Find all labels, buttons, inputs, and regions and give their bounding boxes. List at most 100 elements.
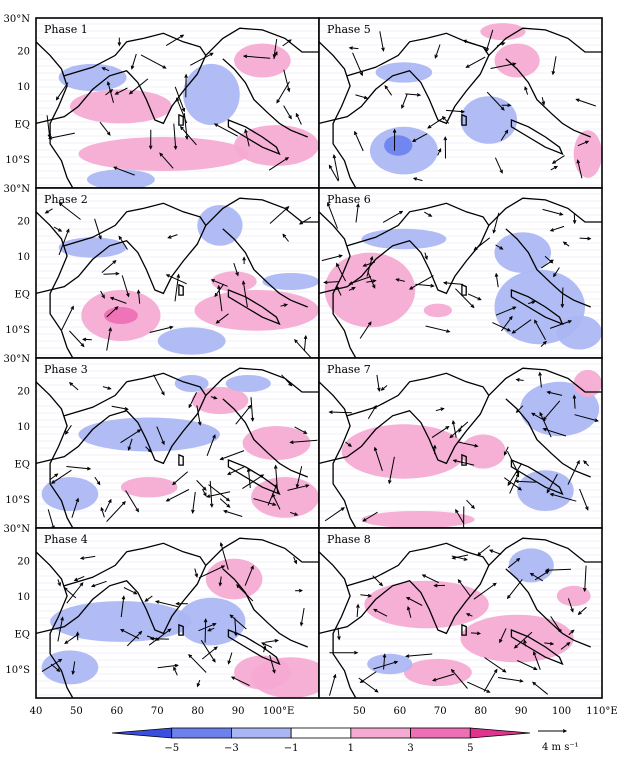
coastline [461, 113, 467, 126]
colorbar-tick-label: −3 [224, 743, 239, 754]
panel-frame [318, 527, 603, 699]
coastline [36, 542, 207, 635]
anomaly-contour [556, 585, 591, 607]
coastline [510, 629, 564, 666]
y-tick-label: 30°N [4, 184, 31, 195]
coastline [488, 537, 602, 648]
y-tick-label: 30°N [4, 14, 31, 25]
x-tick-label: 80 [474, 706, 487, 717]
anomaly-contour [211, 271, 257, 292]
anomaly-contour [41, 650, 99, 685]
anomaly-contour [234, 125, 319, 166]
coastline [488, 27, 602, 138]
wind-vectors [41, 541, 305, 688]
anomaly-contour [494, 43, 540, 78]
phase-panel-1: Phase 1 [35, 17, 320, 189]
anomaly-contour [556, 315, 602, 350]
y-tick-label: 10°S [5, 665, 30, 676]
anomaly-contour [573, 130, 602, 178]
colorbar: −5 −3 −1 1 3 5 [111, 727, 531, 754]
anomaly-contour [183, 63, 240, 126]
wind-vectors [321, 202, 592, 347]
y-tick-label: EQ [15, 459, 31, 470]
anomaly-contour [234, 43, 291, 78]
anomaly-contour [361, 511, 475, 528]
y-tick-label: 10 [17, 592, 30, 603]
coastline [178, 283, 184, 296]
x-tick-label: 100 [552, 706, 571, 717]
coastline [227, 119, 281, 156]
panel-title: Phase 5 [327, 23, 371, 36]
y-tick-label: 10 [17, 252, 30, 263]
anomaly-contour [517, 470, 574, 511]
anomaly-contour [86, 169, 155, 188]
anomaly-contour [58, 63, 127, 92]
colorbar-tick-label: −1 [284, 743, 299, 754]
anomaly-contour [174, 375, 209, 392]
x-tick-label: 50 [70, 706, 83, 717]
coastline [36, 372, 207, 465]
reference-vector-label: 4 m s⁻¹ [542, 742, 579, 753]
coastline [319, 202, 490, 295]
panel-title: Phase 8 [327, 533, 371, 546]
wind-vectors [47, 374, 318, 528]
y-tick-label: 20 [17, 216, 30, 227]
coastline [319, 542, 490, 635]
anomaly-contour [361, 228, 447, 250]
x-tick-label: 110°E [586, 706, 617, 717]
coastline [461, 453, 467, 466]
anomaly-contour [191, 386, 249, 415]
anomaly-contour [519, 381, 600, 437]
panel-title: Phase 3 [44, 363, 88, 376]
anomaly-contour [58, 237, 127, 258]
x-tick-label: 90 [515, 706, 528, 717]
wind-vectors [324, 371, 599, 528]
phase-panel-2: Phase 2 [35, 187, 320, 359]
coastline [319, 32, 490, 125]
anomaly-contour [573, 369, 602, 398]
phase-panel-4: Phase 4 [35, 527, 320, 699]
y-tick-label: 10 [17, 82, 30, 93]
coastline [36, 211, 74, 358]
coastline [205, 367, 319, 478]
y-tick-label: EQ [15, 629, 31, 640]
coastline [178, 113, 184, 126]
y-axis-labels: 30°N 20 10 EQ 10°S 30°N 20 10 EQ 10°S 30°N 20 10 EQ 10… [4, 14, 31, 676]
coastline [319, 211, 357, 358]
colorbar-swatch [231, 727, 292, 739]
anomaly-contour [384, 135, 413, 156]
anomaly-contour [234, 655, 291, 690]
anomaly-contour [403, 658, 472, 687]
y-tick-label: 20 [17, 386, 30, 397]
coastline [319, 41, 357, 188]
x-axis-labels: 40 50 60 70 80 90 100°E 50 60 70 80 90 100 110°E [30, 706, 618, 717]
x-tick-label: 70 [151, 706, 164, 717]
anomaly-contour [324, 252, 416, 328]
coastline [510, 119, 564, 156]
anomaly-contour [69, 89, 172, 124]
colorbar-tick-label: 3 [407, 743, 413, 754]
colorbar-swatch [350, 727, 411, 739]
coastline [488, 197, 602, 308]
phase-panel-8: Phase 8 [318, 527, 603, 699]
phase-panel-6: Phase 6 [318, 187, 603, 359]
wind-vectors [44, 202, 312, 358]
coastline [205, 197, 319, 308]
y-tick-label: 30°N [4, 354, 31, 365]
panel-title: Phase 7 [327, 363, 371, 376]
x-tick-label: 40 [30, 706, 43, 717]
x-tick-label: 60 [110, 706, 123, 717]
anomaly-contour [460, 614, 574, 663]
anomaly-contour [242, 426, 311, 460]
anomaly-contour [50, 601, 192, 642]
anomaly-contour [194, 290, 319, 331]
x-tick-label: 100°E [263, 706, 294, 717]
panel-background [319, 18, 602, 188]
anomaly-contour [341, 424, 467, 479]
y-tick-label: 30°N [4, 524, 31, 535]
y-tick-label: 10°S [5, 495, 30, 506]
anomaly-contour [460, 96, 518, 144]
anomaly-contour [78, 137, 249, 171]
y-tick-label: 10°S [5, 325, 30, 336]
